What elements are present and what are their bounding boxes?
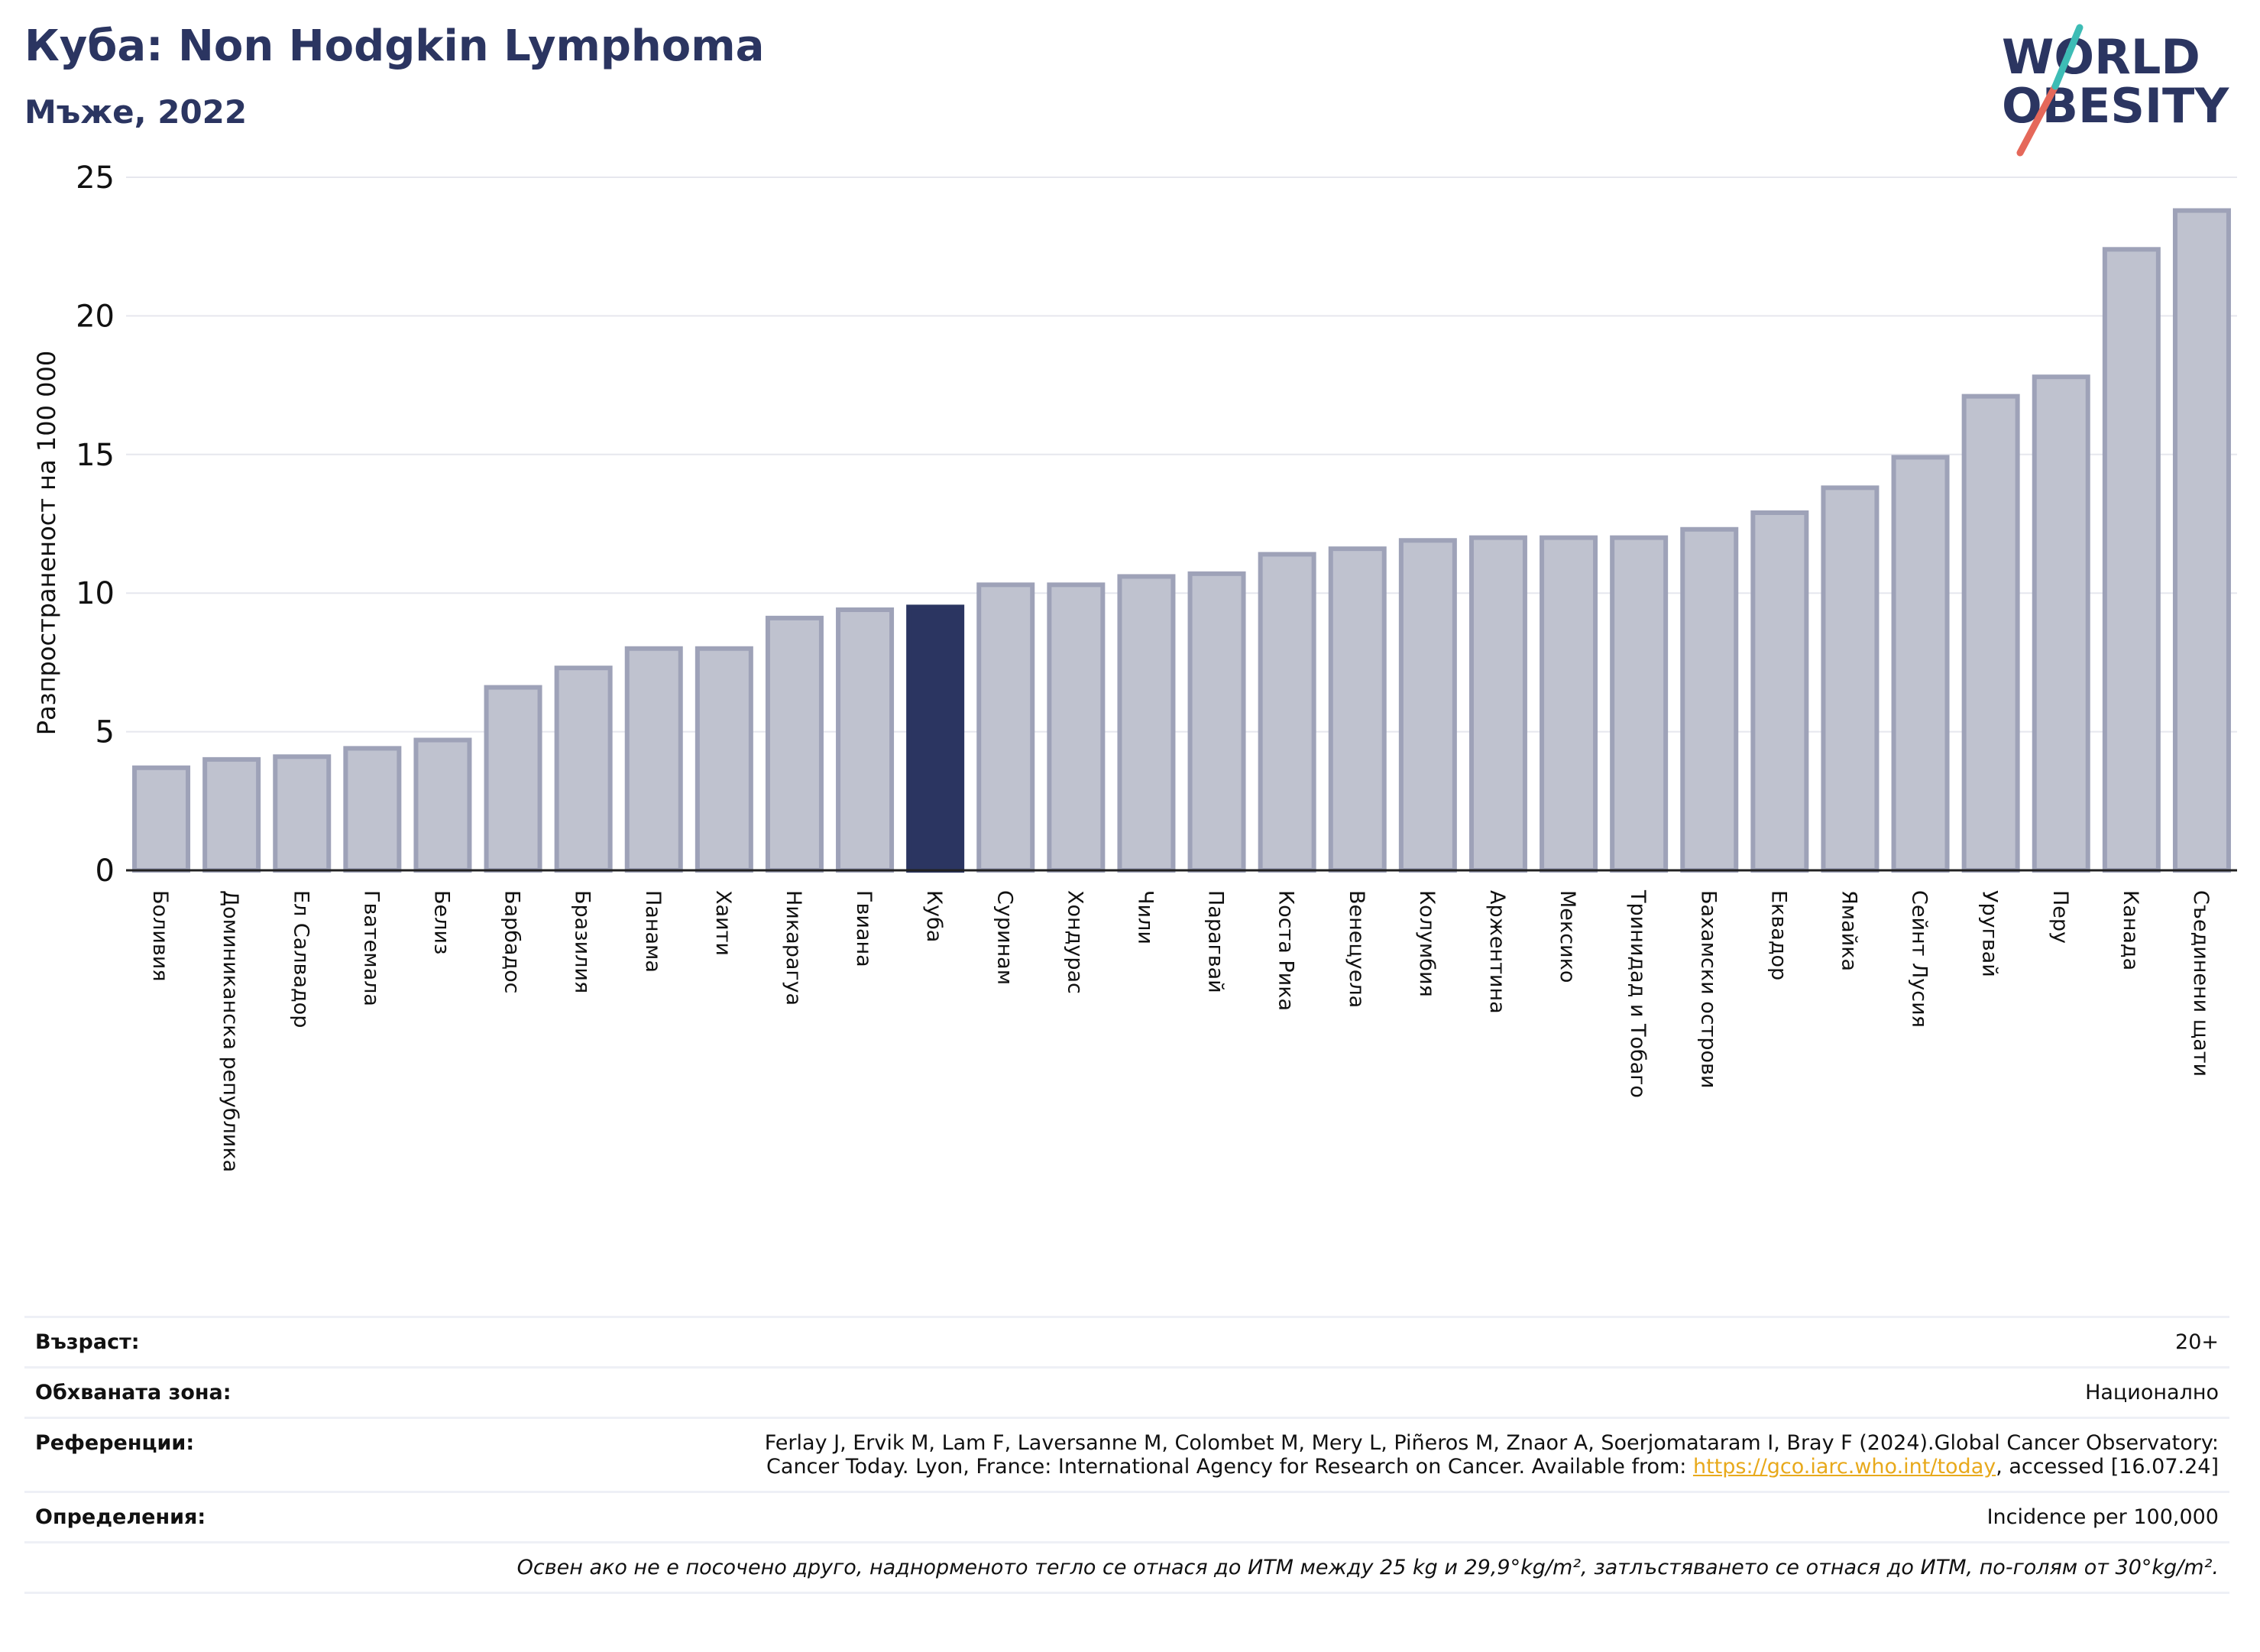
bar — [1187, 571, 1246, 873]
bar — [1258, 552, 1316, 873]
bar-highlight — [906, 604, 965, 873]
bar — [202, 756, 261, 873]
x-tick-label: Гватемала — [359, 890, 383, 1006]
references-line2: Cancer Today. Lyon, France: Internationa… — [319, 1455, 2219, 1479]
references-label: Референции: — [35, 1431, 195, 1455]
logo-text-world: WORLD — [2002, 29, 2200, 85]
y-tick-label: 5 — [96, 715, 115, 750]
bar — [2102, 247, 2161, 873]
bar — [1961, 394, 2020, 873]
logo-slash-orange — [2016, 83, 2059, 157]
x-tick-label: Канада — [2119, 890, 2142, 970]
references-line2-post: , accessed [16.07.24] — [1996, 1455, 2219, 1479]
bar — [273, 754, 332, 873]
y-tick-label: 10 — [76, 576, 115, 611]
x-tick-label: Тринидад и Тобаго — [1626, 889, 1650, 1098]
bar — [1117, 574, 1176, 873]
bar — [1398, 538, 1457, 873]
definitions-label: Определения: — [35, 1505, 206, 1529]
definitions-value: Incidence per 100,000 — [1986, 1505, 2219, 1529]
bar — [1610, 535, 1669, 873]
x-tick-label: Куба — [922, 890, 946, 942]
meta-row-definitions: Определения: Incidence per 100,000 — [24, 1492, 2229, 1543]
bar — [836, 607, 895, 873]
x-tick-label: Съединени щати — [2189, 890, 2213, 1077]
coverage-label: Обхваната зона: — [35, 1381, 232, 1404]
x-tick-label: Перу — [2048, 890, 2072, 944]
obesity-definition-note: Освен ако не е посочено друго, наднормен… — [516, 1556, 2219, 1579]
x-tick-label: Доминиканска република — [219, 890, 242, 1172]
bar — [624, 646, 683, 873]
x-tick-label: Сейнт Лусия — [1908, 890, 1931, 1028]
references-link[interactable]: https://gco.iarc.who.int/today — [1692, 1455, 1996, 1479]
x-tick-label: Мексико — [1556, 890, 1579, 983]
x-tick-label: Никарагуа — [782, 890, 805, 1006]
bar — [765, 615, 824, 873]
bar — [484, 685, 542, 873]
meta-row-note: Освен ако не е посочено друго, наднормен… — [24, 1542, 2229, 1593]
bar — [2172, 208, 2231, 873]
x-tick-label: Ямайка — [1837, 890, 1860, 971]
y-tick-label: 15 — [76, 438, 115, 473]
bar-chart: 0 5 10 15 20 25 Разпространеност на 100 000 Бол… — [32, 160, 2237, 1172]
x-tick-label: Хондурас — [1063, 890, 1086, 994]
bar — [554, 666, 613, 873]
x-tick-label: Аржентина — [1485, 890, 1509, 1014]
y-tick-label: 0 — [96, 854, 115, 889]
x-tick-label: Уругвай — [1978, 890, 2002, 977]
x-tick-label: Чили — [1133, 890, 1157, 944]
references-value: Ferlay J, Ervik M, Lam F, Laversanne M, … — [308, 1418, 2229, 1492]
x-tick-label: Парагвай — [1204, 890, 1228, 993]
chart-title: Куба: Non Hodgkin Lymphoma — [24, 21, 765, 71]
x-tick-label: Еквадор — [1766, 890, 1790, 980]
bar — [2032, 374, 2090, 873]
world-obesity-logo: WORLD OBESITY — [2002, 24, 2229, 157]
bar — [1891, 455, 1950, 873]
bar — [1047, 582, 1106, 873]
x-tick-label: Бахамски острови — [1696, 890, 1720, 1088]
x-tick-label: Белиз — [429, 890, 453, 954]
bar — [976, 582, 1035, 873]
meta-row-references: Референции: Ferlay J, Ervik M, Lam F, La… — [24, 1417, 2229, 1492]
bar — [132, 765, 191, 873]
x-tick-label: Суринам — [992, 890, 1016, 985]
y-tick-label: 25 — [76, 160, 115, 196]
x-tick-label: Колумбия — [1415, 890, 1439, 997]
bar — [1821, 485, 1880, 873]
coverage-value: Национално — [2085, 1381, 2219, 1404]
meta-row-age: Възраст: 20+ — [24, 1317, 2229, 1368]
references-line1: Ferlay J, Ervik M, Lam F, Laversanne M, … — [764, 1431, 2219, 1455]
x-tick-label: Боливия — [148, 890, 172, 982]
bar — [1680, 526, 1739, 873]
x-tick-label: Гвиана — [852, 890, 876, 967]
bar — [413, 737, 472, 873]
bar — [695, 646, 753, 873]
chart-subtitle: Мъже, 2022 — [24, 93, 248, 131]
x-tick-label: Барбадос — [500, 890, 524, 993]
x-tick-label: Коста Рика — [1274, 890, 1298, 1011]
x-tick-label: Бразилия — [571, 890, 594, 993]
bar — [1540, 535, 1598, 873]
logo-text-obesity: OBESITY — [2002, 78, 2229, 134]
x-tick-label: Панама — [641, 890, 665, 973]
bar — [1328, 546, 1387, 873]
metadata-table: Възраст: 20+ Обхваната зона: Национално … — [24, 1316, 2229, 1594]
meta-row-coverage: Обхваната зона: Национално — [24, 1367, 2229, 1418]
logo-slash-teal — [2051, 24, 2084, 90]
y-axis-label: Разпространеност на 100 000 — [32, 351, 61, 735]
bar — [343, 746, 402, 873]
bar — [1750, 510, 1809, 873]
references-line2-pre: Cancer Today. Lyon, France: Internationa… — [766, 1455, 1693, 1479]
x-tick-label: Хаити — [711, 890, 735, 956]
x-tick-label: Венецуела — [1345, 890, 1368, 1008]
age-value: 20+ — [2175, 1330, 2219, 1354]
x-tick-label: Ел Салвадор — [289, 890, 312, 1028]
y-tick-label: 20 — [76, 299, 115, 334]
bar — [1468, 535, 1527, 873]
age-label: Възраст: — [35, 1330, 140, 1354]
